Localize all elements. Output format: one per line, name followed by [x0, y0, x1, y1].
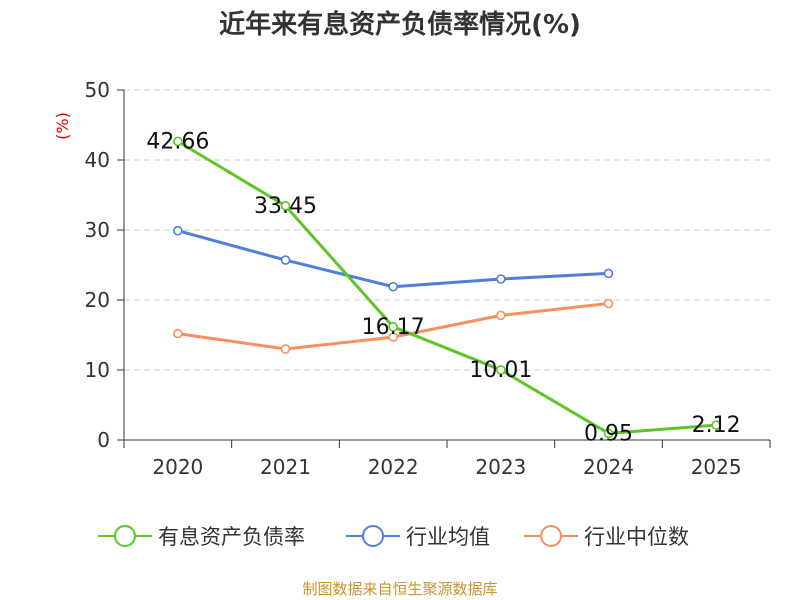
data-label: 2.12: [692, 413, 741, 438]
data-label: 0.95: [584, 421, 633, 446]
y-tick-label: 50: [85, 78, 110, 102]
data-point: [173, 225, 183, 236]
y-tick-label: 0: [97, 428, 110, 452]
data-label: 16.17: [362, 315, 425, 340]
data-point: [603, 428, 614, 439]
x-tick-label: 2024: [583, 455, 634, 479]
legend-marker-icon: [524, 525, 578, 547]
series-line: [177, 229, 609, 289]
legend-marker-icon: [98, 525, 152, 547]
y-tick-label: 30: [85, 218, 110, 242]
data-label: 33.45: [254, 194, 317, 219]
chart-title: 近年来有息资产负债率情况(%): [219, 10, 581, 40]
legend-label: 有息资产负债率: [158, 525, 305, 549]
data-point: [496, 274, 506, 284]
x-tick-label: 2021: [260, 455, 311, 479]
data-point: [711, 420, 721, 430]
legend-item[interactable]: 行业中位数: [524, 520, 689, 552]
data-point: [388, 322, 398, 332]
source-note: 制图数据来自恒生聚源数据库: [302, 580, 498, 598]
legend-label: 行业均值: [406, 525, 490, 549]
legend-item[interactable]: 有息资产负债率: [98, 520, 305, 552]
data-point: [603, 268, 614, 279]
legend-marker-icon: [346, 525, 400, 547]
data-label: 42.66: [146, 129, 209, 154]
data-point: [173, 328, 183, 339]
data-label: 10.01: [469, 358, 532, 383]
data-point: [496, 365, 506, 375]
data-point: [496, 310, 506, 321]
data-point: [280, 255, 291, 265]
x-tick-label: 2022: [368, 455, 419, 479]
y-axis-label: (%): [53, 112, 72, 140]
legend-item[interactable]: 行业均值: [346, 520, 490, 552]
data-point: [280, 344, 291, 354]
data-point: [603, 298, 614, 309]
y-tick-label: 20: [85, 288, 110, 312]
series-line: [177, 140, 717, 435]
y-tick-label: 40: [85, 148, 110, 172]
x-tick-label: 2023: [475, 455, 526, 479]
data-point: [280, 201, 291, 211]
data-point: [388, 281, 398, 292]
legend-label: 行业中位数: [584, 525, 689, 549]
data-point: [173, 136, 183, 147]
y-tick-label: 10: [85, 358, 110, 382]
x-tick-label: 2020: [152, 455, 203, 479]
data-point: [388, 332, 398, 342]
x-tick-label: 2025: [691, 455, 742, 479]
